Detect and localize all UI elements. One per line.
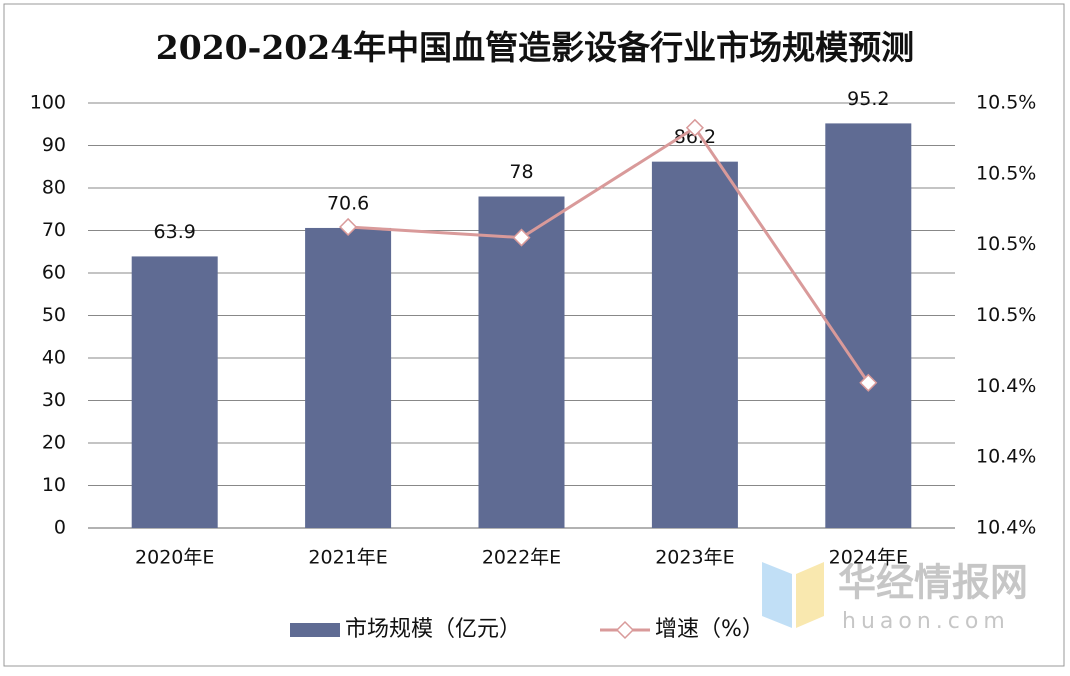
- legend-swatch: [290, 623, 340, 637]
- y2-tick-label: 10.4%: [976, 375, 1036, 397]
- y2-tick-label: 10.5%: [976, 233, 1036, 255]
- y-tick-label: 70: [42, 219, 66, 241]
- y2-tick-label: 10.5%: [976, 162, 1036, 184]
- x-tick-label: 2021年E: [308, 547, 387, 569]
- bar: [478, 196, 565, 528]
- watermark-url: huaon.com: [842, 609, 1010, 634]
- legend-label: 增速（%）: [655, 617, 764, 642]
- watermark: 华经情报网 huaon.com: [762, 561, 1028, 634]
- line-marker: [339, 217, 358, 237]
- y-tick-label: 60: [42, 262, 66, 284]
- data-label: 70.6: [327, 192, 369, 214]
- y-tick-label: 20: [42, 432, 66, 454]
- bar: [131, 256, 218, 528]
- watermark-icon: [796, 562, 824, 628]
- legend-swatch: [615, 620, 635, 640]
- bar: [825, 123, 912, 529]
- data-label: 78: [509, 161, 533, 183]
- data-label: 63.9: [154, 221, 196, 243]
- data-label: 95.2: [847, 88, 889, 110]
- y-tick-label: 30: [42, 389, 66, 411]
- x-tick-label: 2024年E: [829, 547, 908, 569]
- line-marker: [512, 228, 531, 247]
- y-tick-label: 100: [30, 92, 66, 114]
- y2-tick-label: 10.4%: [976, 446, 1036, 468]
- y2-tick-label: 10.5%: [976, 92, 1036, 114]
- y-tick-label: 90: [42, 134, 66, 156]
- y-tick-label: 10: [42, 474, 66, 496]
- legend-label: 市场规模（亿元）: [345, 617, 521, 642]
- bar: [305, 227, 392, 528]
- watermark-icon: [762, 562, 792, 628]
- bar: [651, 161, 738, 528]
- line: [348, 125, 870, 384]
- y-tick-label: 50: [42, 304, 66, 326]
- y-tick-label: 80: [42, 177, 66, 199]
- chart-title: 2020-2024年中国血管造影设备行业市场规模预测: [156, 28, 914, 67]
- x-tick-label: 2022年E: [482, 547, 561, 569]
- watermark-name: 华经情报网: [838, 561, 1028, 605]
- x-tick-label: 2020年E: [135, 547, 214, 569]
- y-tick-label: 40: [42, 347, 66, 369]
- y2-tick-label: 10.4%: [976, 517, 1036, 539]
- x-tick-label: 2023年E: [655, 547, 734, 569]
- y2-tick-label: 10.5%: [976, 304, 1036, 326]
- y-tick-label: 0: [54, 517, 66, 539]
- line-marker: [859, 373, 878, 392]
- line-marker: [685, 118, 704, 137]
